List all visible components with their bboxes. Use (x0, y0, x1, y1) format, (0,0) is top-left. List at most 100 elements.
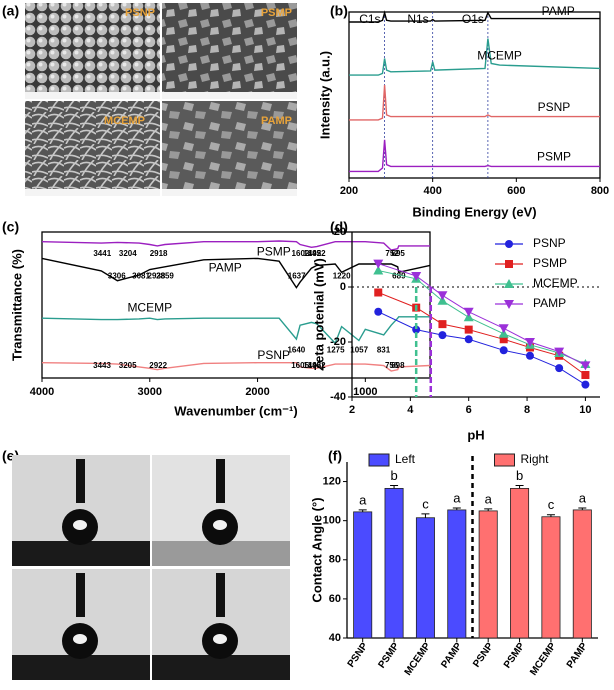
error-bar (546, 514, 555, 517)
series-label: PAMP (209, 260, 242, 274)
x-tick-label: 6 (466, 404, 472, 416)
y-tick-label: -20 (330, 336, 346, 348)
x-tick-label: 3000 (138, 386, 162, 398)
series-label: PSMP (257, 244, 291, 258)
peak-label: 3441 (93, 249, 111, 258)
x-tick-label: PSMP (502, 641, 527, 671)
sem-image (25, 3, 160, 99)
image-label: PAMP (261, 115, 292, 127)
peak-label: 3306 (108, 272, 126, 281)
highlight (73, 520, 87, 530)
peak-label: 1492 (303, 249, 321, 258)
y-axis-title: Zeta potenial (mV) (311, 258, 326, 371)
significance-letter: a (359, 492, 367, 507)
marker (463, 307, 474, 317)
image-label: PSMP (261, 7, 292, 19)
peak-label: 2938 (148, 272, 166, 281)
info-bar (162, 189, 297, 196)
x-tick-label: 600 (507, 185, 525, 197)
error-bar (452, 507, 461, 510)
legend-label: MCEMP (533, 276, 578, 290)
marker (499, 335, 508, 344)
peak-label: 1605 (291, 361, 309, 370)
y-tick-label: 0 (340, 281, 346, 293)
x-axis-title: Binding Energy (eV) (412, 204, 536, 219)
legend-label: Right (521, 452, 550, 466)
peak-label: 2922 (149, 361, 167, 370)
peak-label: 695 (392, 249, 406, 258)
error-bar (578, 507, 587, 510)
series-label: PAMP (542, 4, 575, 18)
x-tick-label: MCEMP (528, 641, 559, 678)
plot-frame (348, 11, 601, 179)
peak-label: 831 (377, 345, 391, 354)
needle (216, 573, 225, 617)
significance-letter: a (485, 491, 493, 506)
peak-label: 756 (385, 361, 399, 370)
legend-marker (504, 279, 514, 288)
marker (464, 335, 473, 344)
legend-label: Left (395, 452, 416, 466)
x-tick-label: 400 (423, 185, 441, 197)
info-bar (25, 189, 160, 196)
significance-letter: b (390, 468, 397, 483)
series-line (378, 292, 586, 376)
x-axis-title: Wavenumber (cm⁻¹) (174, 403, 297, 418)
x-axis-title: pH (467, 427, 484, 442)
marker (412, 325, 421, 334)
peak-label: C1s (359, 12, 380, 26)
highlight (73, 634, 87, 644)
marker (438, 320, 447, 329)
series-label: MCEMP (477, 48, 522, 62)
substrate (12, 655, 150, 680)
peak-label: 1275 (327, 345, 345, 354)
series-line (41, 316, 430, 345)
sem-image (162, 101, 297, 196)
peak-label: O1s (462, 12, 484, 26)
bar (510, 487, 530, 639)
marker (581, 371, 590, 379)
substrate (12, 541, 150, 566)
peak-label: 1602 (292, 249, 310, 258)
x-tick-label: 2 (349, 404, 355, 416)
marker (373, 259, 384, 269)
significance-letter: c (422, 496, 429, 511)
marker (554, 347, 565, 357)
y-axis-title: Transmittance (%) (9, 249, 24, 361)
y-tick-label: 20 (334, 226, 346, 238)
panel-label: (f) (328, 448, 342, 464)
peak-label: 1637 (288, 272, 306, 281)
y-tick-label: 80 (329, 554, 341, 566)
legend-marker (505, 240, 513, 248)
x-tick-label: 800 (591, 185, 609, 197)
x-tick-label: PSNP (471, 641, 496, 670)
y-tick-label: 60 (329, 593, 341, 605)
series-label: MCEMP (127, 300, 172, 314)
series-line (349, 84, 600, 121)
marker (373, 265, 384, 275)
marker (438, 331, 447, 340)
panel-label: (c) (2, 219, 19, 235)
legend-label: PSNP (533, 236, 566, 250)
series-line (349, 38, 601, 76)
panel-label: (b) (330, 3, 348, 19)
peak-label: 752 (385, 249, 399, 258)
needle (76, 459, 85, 503)
image-label: PSNP (125, 7, 155, 19)
legend-marker (505, 260, 513, 268)
panel-label: (d) (330, 219, 348, 235)
peak-label: 2918 (150, 249, 168, 258)
needle (216, 459, 225, 503)
y-axis-title: Contact Angle (°) (309, 497, 324, 602)
series-line (378, 311, 586, 386)
y-tick-label: 40 (329, 632, 341, 644)
error-bar (484, 508, 493, 511)
peak-label: 689 (392, 272, 406, 281)
y-tick-label: 100 (323, 515, 341, 527)
y-tick-label: -40 (330, 391, 346, 403)
peak-label: 1220 (333, 272, 351, 281)
info-bar (162, 92, 297, 99)
sem-images (25, 3, 297, 196)
bar (541, 516, 561, 639)
y-tick-label: 120 (323, 475, 341, 487)
